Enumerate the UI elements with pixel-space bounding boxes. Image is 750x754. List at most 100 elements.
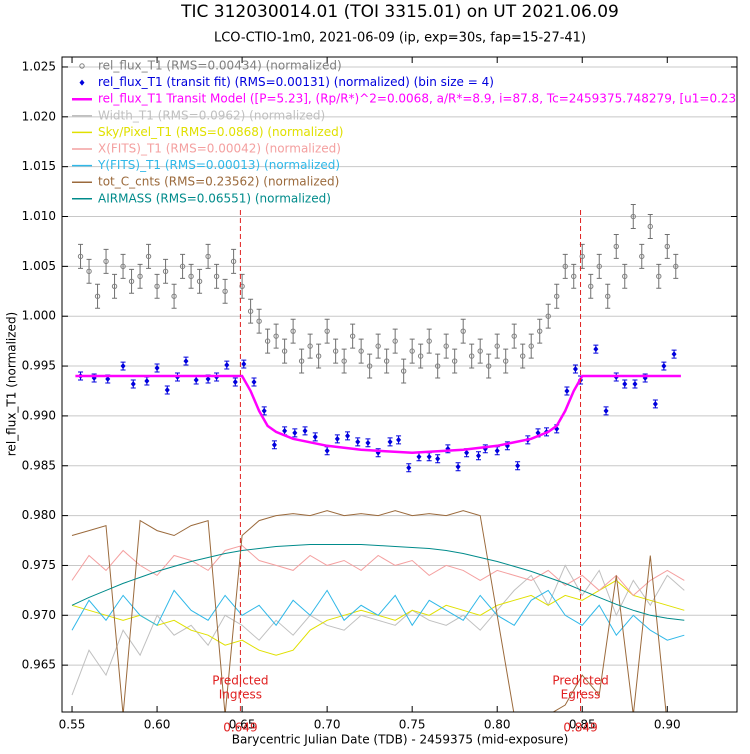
data-point xyxy=(477,348,483,354)
data-point xyxy=(137,273,143,280)
marker-label: Predicted xyxy=(212,674,268,688)
data-point xyxy=(188,273,194,280)
data-point xyxy=(417,353,424,359)
legend-label: Width_T1 (RMS=0.0962) (normalized) xyxy=(98,108,325,122)
data-point xyxy=(673,263,679,270)
data-point xyxy=(224,362,230,369)
error-bar xyxy=(146,243,152,269)
error-bar xyxy=(401,358,407,384)
data-point xyxy=(193,377,199,384)
marker-value: 0.649 xyxy=(223,721,257,735)
data-point xyxy=(460,328,466,334)
marker-label: Ingress xyxy=(219,688,262,702)
error-bar xyxy=(435,353,441,379)
data-point xyxy=(256,318,262,324)
error-bar xyxy=(282,338,288,364)
data-point xyxy=(315,353,322,359)
y-tick-label: 0.990 xyxy=(22,408,56,422)
data-point xyxy=(632,381,638,388)
model-line xyxy=(75,374,681,455)
error-bar xyxy=(163,258,169,284)
series-line xyxy=(71,544,685,597)
error-bar xyxy=(112,273,118,299)
data-point xyxy=(324,328,330,334)
data-point xyxy=(562,263,568,270)
legend-label: Y(FITS)_T1 (RMS=0.00013) (normalized) xyxy=(97,158,340,172)
data-point xyxy=(307,343,313,349)
data-point xyxy=(613,243,619,250)
error-bar xyxy=(664,233,670,259)
data-point xyxy=(144,378,150,385)
y-tick-label: 1.000 xyxy=(22,309,56,323)
data-point xyxy=(656,273,662,280)
error-bar xyxy=(545,303,551,329)
plot-frame xyxy=(61,56,738,713)
legend-label: rel_flux_T1 (transit fit) (RMS=0.00131) … xyxy=(98,75,494,89)
y-tick-label: 0.995 xyxy=(22,359,56,373)
error-bar xyxy=(622,263,628,289)
error-bar xyxy=(290,318,296,344)
data-point xyxy=(334,435,340,442)
data-point xyxy=(671,351,677,358)
data-point xyxy=(324,447,330,454)
data-point xyxy=(652,400,658,407)
series-line xyxy=(71,589,685,641)
error-bar xyxy=(562,253,568,279)
data-point xyxy=(298,358,305,364)
data-point xyxy=(312,433,318,440)
y-tick-label: 0.985 xyxy=(22,458,56,472)
error-bar xyxy=(418,343,424,369)
data-point xyxy=(103,258,109,265)
data-point xyxy=(400,368,407,374)
error-bar xyxy=(375,333,381,359)
data-point xyxy=(349,333,356,339)
error-bar xyxy=(265,328,271,354)
y-tick-label: 0.965 xyxy=(22,658,56,672)
error-bar xyxy=(222,278,228,304)
error-bar xyxy=(596,253,602,279)
error-bar xyxy=(137,263,143,289)
error-bar xyxy=(103,248,109,274)
error-bar xyxy=(605,283,611,309)
series-line xyxy=(71,579,685,656)
error-bar xyxy=(197,268,203,294)
error-bar xyxy=(528,333,534,359)
error-bar xyxy=(630,204,636,229)
data-point xyxy=(647,223,653,230)
series-line xyxy=(71,564,685,696)
error-bar xyxy=(494,333,500,359)
error-bar xyxy=(486,353,492,379)
data-point xyxy=(416,453,422,460)
data-point xyxy=(77,253,84,260)
error-bar xyxy=(214,263,220,289)
x-tick-label: 0.75 xyxy=(399,718,426,732)
error-bar xyxy=(188,263,194,289)
legend-label: rel_flux_T1 (RMS=0.00434) (normalized) xyxy=(98,59,342,73)
data-point xyxy=(528,343,534,349)
error-bar xyxy=(520,343,526,369)
error-bar xyxy=(248,298,254,324)
error-bar xyxy=(95,283,101,309)
data-point xyxy=(205,253,211,260)
data-point xyxy=(264,338,271,344)
data-point xyxy=(443,343,449,349)
legend-label: AIRMASS (RMS=0.06551) (normalized) xyxy=(98,191,331,205)
error-bar xyxy=(333,338,339,364)
data-point xyxy=(120,363,126,370)
marker-label: Egress xyxy=(561,688,601,702)
data-point xyxy=(451,358,458,364)
data-point xyxy=(171,293,177,299)
data-point xyxy=(622,381,628,388)
error-bar xyxy=(367,353,373,379)
y-tick-label: 1.025 xyxy=(22,59,56,73)
data-point xyxy=(154,283,160,289)
data-point xyxy=(179,263,186,270)
legend-label: X(FITS)_T1 (RMS=0.00042) (normalized) xyxy=(98,142,341,156)
error-bar xyxy=(613,233,619,259)
data-point xyxy=(622,273,628,280)
error-bar xyxy=(205,243,211,269)
error-bar xyxy=(120,253,126,279)
data-point xyxy=(464,449,470,456)
error-bar xyxy=(307,333,313,359)
data-point xyxy=(120,263,126,270)
